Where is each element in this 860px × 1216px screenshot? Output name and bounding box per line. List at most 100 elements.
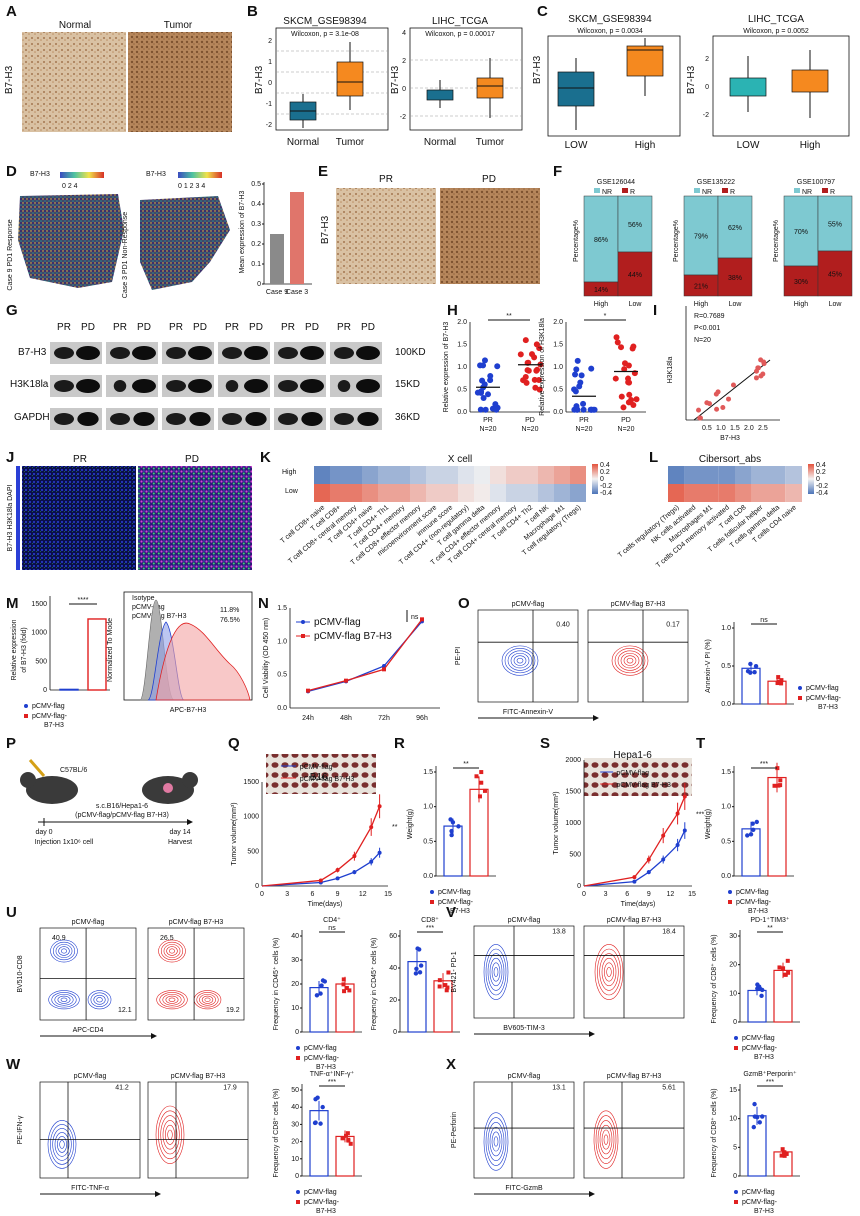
x-bar-legend: pCMV-flag- — [742, 1199, 778, 1206]
r-point — [479, 770, 484, 775]
i-xtick: 1.5 — [730, 425, 740, 432]
b-left-cat: Normal — [287, 137, 319, 148]
x-left-contour — [483, 1112, 509, 1171]
f-bar-r — [817, 250, 853, 297]
t-point — [751, 827, 756, 833]
panel-w: pCMV-flag 41.2 pCMV-flag B7-H3 17.9 PE-IFN-γ… — [17, 1070, 362, 1215]
g-band — [189, 412, 211, 426]
l-cell-low — [785, 484, 802, 502]
v-ylabel: BV421- PD-1 — [451, 951, 458, 992]
x-bar-ytick: 0 — [733, 1173, 737, 1180]
j-pd-label: PD — [185, 454, 199, 465]
panel-label-q: Q — [228, 735, 240, 752]
b-left-ytick: 1 — [268, 59, 272, 66]
w-bar-ytick: 30 — [291, 1121, 299, 1128]
panel-g: B7-H3 H3K18la GAPDH 100KD 15KD 36KD PR PD… — [10, 322, 426, 430]
panel-r: 1.5 1.0 0.5 0.0 Weight(g) ** pCMV-flag pCMV-fla… — [407, 761, 496, 915]
q-ytick: 1500 — [243, 779, 259, 786]
i-point — [704, 400, 710, 406]
k-cell-low — [474, 484, 490, 502]
x-bar-ytick: 15 — [729, 1087, 737, 1094]
panel-label-j: J — [6, 449, 14, 466]
n-ytick: 0.0 — [277, 705, 287, 712]
d-side1: Case 9 PD1 Response — [7, 219, 14, 290]
panel-f: GSE126044 NR R Percentage% 86% 14% High 56% 44% L… — [573, 179, 853, 308]
s-ytick: 0 — [577, 883, 581, 890]
f-r-pct: 38% — [728, 275, 742, 282]
s-sig: *** — [696, 812, 704, 819]
f-bar-r — [617, 251, 653, 297]
c-left-frame — [547, 35, 681, 137]
u-ylabel: BV510-CD8 — [17, 955, 24, 992]
n-xtick: 96h — [416, 715, 428, 722]
k-cell-high — [538, 466, 554, 484]
h-cat: PD — [621, 417, 631, 424]
t-point — [775, 766, 780, 771]
s-point — [661, 857, 666, 862]
panel-label-t: T — [696, 735, 705, 752]
s-xtick: 9 — [647, 891, 651, 898]
c-box-high — [626, 45, 664, 77]
b-right-ytick: 4 — [402, 30, 406, 37]
u-left-contour — [96, 997, 103, 1003]
u-cd4-point — [347, 988, 352, 993]
panel-n: 1.5 1.0 0.5 0.0 Cell Viability (OD 450 nm) 24… — [263, 605, 440, 722]
o-xlabel: FITC-Annexin-V — [503, 709, 554, 716]
x-bar-title: GzmB⁺Perporin⁺ — [743, 1070, 797, 1078]
u-left-contour — [58, 946, 70, 956]
b-left-stat: Wilcoxon, p = 3.1e-08 — [291, 31, 359, 38]
v-bar-point — [783, 972, 788, 977]
h-point — [618, 344, 625, 351]
panel-j: PR PD B7-H3 H3K18la DAPI — [7, 454, 252, 570]
d-spatial-case9 — [18, 194, 124, 288]
x-bar-legend: B7-H3 — [754, 1208, 774, 1215]
q-xtick: 15 — [384, 891, 392, 898]
o-left-contour — [507, 650, 533, 671]
k-cell-low — [458, 484, 474, 502]
u-right-contour — [204, 997, 211, 1002]
q-series-line — [261, 806, 381, 887]
o-legend: B7-H3 — [818, 704, 838, 711]
u-cd4-title: CD4⁺ — [323, 916, 341, 924]
g-row-label: H3K18la — [10, 379, 49, 390]
g-lane-label: PD — [137, 322, 151, 333]
k-cell-high — [346, 466, 362, 484]
x-bar-point — [782, 1153, 787, 1158]
o-bar-ytick: 1.0 — [721, 625, 731, 632]
panel-s: 2000 1500 1000 500 00 3 6 9 12 15 Tumor volume(mm³… — [553, 750, 704, 908]
h-point — [618, 393, 625, 400]
k-cell-low — [330, 484, 346, 502]
k-cell-high — [426, 466, 442, 484]
h-point — [517, 351, 524, 358]
b-right-stat: Wilcoxon, p = 0.00017 — [425, 31, 495, 38]
v-bar-title: PD-1⁺TIM3⁺ — [750, 916, 790, 924]
s-point — [675, 811, 680, 816]
w-bar-point — [348, 1141, 353, 1146]
k-legend-tick: -0.4 — [600, 490, 612, 497]
x-bar-point — [780, 1147, 785, 1152]
f-nr-pct: 55% — [828, 222, 842, 229]
d-ytick: 0.2 — [251, 241, 261, 248]
h-point — [534, 366, 541, 373]
g-band — [337, 380, 351, 392]
c-box-low-lihc — [729, 77, 767, 97]
u-left-contour — [60, 997, 68, 1002]
f-bar-r — [783, 265, 819, 297]
b-left-title: SKCM_GSE98394 — [283, 16, 367, 27]
m-ylabel: Relative expression — [11, 619, 18, 680]
f-cat: High — [694, 301, 709, 308]
panel-c: B7-H3 SKCM_GSE98394 Wilcoxon, p = 0.0034… — [532, 14, 850, 151]
q-xtick: 0 — [260, 891, 264, 898]
v-bar-ytick: 30 — [729, 933, 737, 940]
h-point — [485, 391, 492, 398]
x-right-contour — [599, 1124, 613, 1155]
j-side: B7-H3 H3K18la DAPI — [7, 484, 14, 551]
i-xtick: 1.0 — [716, 425, 726, 432]
w-bar-point — [320, 1104, 325, 1110]
w-right-contour — [162, 1120, 178, 1150]
k-cell-low — [522, 484, 538, 502]
h-point — [494, 363, 501, 370]
panel-label-u: U — [6, 904, 17, 921]
panel-i: R=0.7689 P<0.001 N=20 H3K18la 0.5 1.0 1.… — [667, 306, 780, 442]
g-lane-label: PR — [57, 322, 71, 333]
